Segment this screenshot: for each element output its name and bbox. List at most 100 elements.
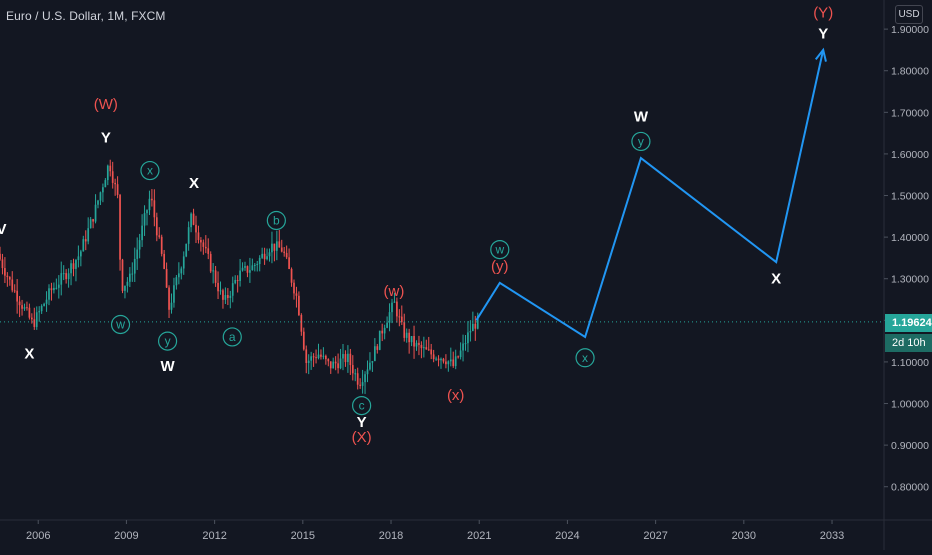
- candle-body: [258, 257, 261, 265]
- candle-body: [200, 239, 202, 243]
- time-tick-label: 2009: [114, 530, 138, 542]
- candle-body: [329, 361, 332, 369]
- candle-body: [234, 279, 237, 284]
- candle-body: [124, 285, 126, 291]
- candle-body: [121, 259, 124, 291]
- candle-body: [241, 267, 244, 271]
- candle-body: [131, 273, 134, 275]
- candle-body: [266, 256, 268, 260]
- candle-body: [89, 219, 92, 229]
- candle-body: [202, 242, 205, 247]
- candle-body: [35, 312, 38, 327]
- candle-body: [62, 273, 65, 275]
- candle-body: [1, 259, 4, 269]
- candle-body: [187, 227, 190, 244]
- candle-body: [290, 268, 293, 283]
- candle-body: [43, 303, 45, 306]
- candle-body: [388, 312, 391, 323]
- candle-body: [197, 232, 200, 240]
- candle-body: [400, 316, 403, 323]
- candle-body: [408, 332, 411, 343]
- candle-body: [16, 290, 19, 302]
- candle-body: [70, 263, 72, 274]
- candle-body: [452, 359, 455, 367]
- candle-body: [415, 342, 418, 347]
- candle-body: [158, 235, 161, 237]
- candle-body: [462, 343, 464, 351]
- candle-body: [320, 354, 322, 357]
- price-tick-label: 1.70000: [891, 107, 929, 119]
- candle-body: [437, 358, 440, 361]
- candle-body: [173, 285, 175, 303]
- candles-layer: [0, 159, 479, 394]
- price-tick-label: 1.30000: [891, 274, 929, 286]
- candle-body: [381, 330, 384, 334]
- wave-label: w: [494, 243, 504, 257]
- candle-body: [403, 322, 406, 338]
- price-tick-label: 1.90000: [891, 24, 929, 36]
- candle-body: [77, 256, 80, 261]
- candle-body: [126, 281, 129, 286]
- wave-label-circle: [140, 160, 160, 181]
- candle-body: [136, 249, 139, 259]
- candle-body: [454, 356, 457, 367]
- wave-label-circle: [490, 240, 510, 260]
- candle-body: [467, 332, 469, 344]
- wave-label: a: [229, 330, 236, 344]
- candle-body: [449, 359, 452, 362]
- candle-body: [65, 273, 68, 280]
- last-price-tag: 1.19624: [885, 314, 932, 332]
- candle-body: [148, 198, 151, 211]
- candle-body: [114, 182, 117, 185]
- candle-body: [393, 301, 396, 303]
- candle-body: [195, 224, 197, 233]
- candle-body: [457, 356, 460, 358]
- time-axis: 2006 2009 2012 2015 2018 2021 2024 2027 2030 2033: [0, 519, 932, 542]
- wave-label: (Y): [813, 4, 833, 21]
- candle-body: [102, 187, 104, 193]
- candle-body: [30, 317, 33, 320]
- wave-label: V: [0, 221, 6, 238]
- candle-body: [33, 319, 36, 327]
- candle-body: [310, 356, 313, 361]
- currency-badge[interactable]: USD: [895, 5, 923, 24]
- candle-body: [160, 236, 163, 254]
- wave-label: (X): [352, 429, 372, 446]
- candle-body: [151, 198, 153, 201]
- wave-label: y: [165, 334, 171, 348]
- candle-body: [212, 270, 215, 272]
- candle-body: [356, 373, 359, 385]
- candle-body: [376, 346, 379, 350]
- candle-body: [271, 243, 273, 253]
- candle-body: [45, 299, 48, 304]
- candle-body: [99, 192, 102, 201]
- candle-body: [295, 293, 298, 296]
- candle-body: [4, 268, 6, 276]
- time-tick-label: 2015: [291, 530, 315, 542]
- candle-body: [307, 360, 310, 364]
- candle-body: [359, 384, 362, 386]
- candle-body: [21, 305, 23, 309]
- wave-label: Y: [357, 414, 367, 431]
- candle-body: [23, 307, 26, 309]
- wave-label: (y): [491, 258, 509, 275]
- candle-body: [219, 290, 222, 292]
- candle-body: [422, 347, 425, 349]
- candle-body: [474, 323, 477, 329]
- time-tick-label: 2030: [732, 530, 756, 542]
- candle-body: [119, 194, 121, 260]
- time-tick-label: 2018: [379, 530, 403, 542]
- candle-body: [268, 252, 271, 257]
- price-tick-label: 1.00000: [891, 399, 929, 411]
- candle-body: [464, 343, 467, 345]
- candle-body: [0, 253, 1, 260]
- wave-label-circle: [575, 348, 595, 368]
- wave-label: X: [24, 346, 34, 363]
- time-tick-label: 2021: [467, 530, 491, 542]
- candle-body: [342, 354, 344, 359]
- candle-body: [106, 165, 109, 181]
- candle-body: [253, 264, 256, 266]
